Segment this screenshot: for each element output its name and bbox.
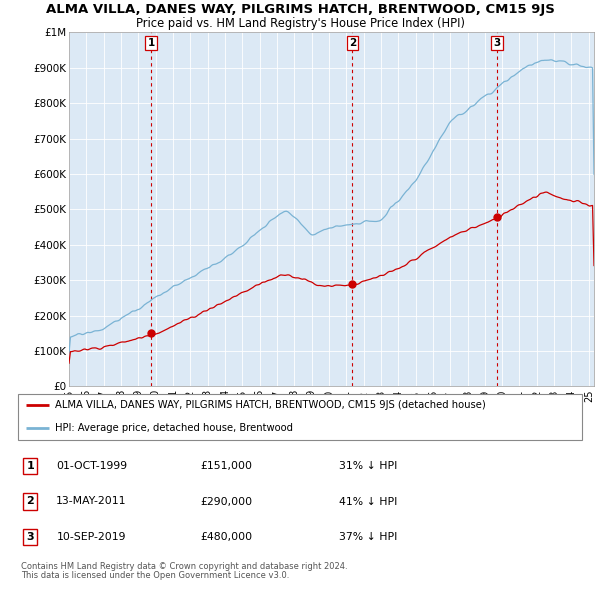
Text: HPI: Average price, detached house, Brentwood: HPI: Average price, detached house, Bren… — [55, 423, 293, 433]
Text: 2: 2 — [349, 38, 356, 48]
Text: 13-MAY-2011: 13-MAY-2011 — [56, 497, 127, 506]
Text: 1: 1 — [26, 461, 34, 471]
Text: 2: 2 — [26, 497, 34, 506]
FancyBboxPatch shape — [18, 394, 582, 440]
Text: Price paid vs. HM Land Registry's House Price Index (HPI): Price paid vs. HM Land Registry's House … — [136, 17, 464, 30]
Text: 37% ↓ HPI: 37% ↓ HPI — [340, 532, 398, 542]
Text: 41% ↓ HPI: 41% ↓ HPI — [340, 497, 398, 506]
Text: £480,000: £480,000 — [200, 532, 253, 542]
Text: 3: 3 — [26, 532, 34, 542]
Text: This data is licensed under the Open Government Licence v3.0.: This data is licensed under the Open Gov… — [21, 571, 289, 579]
Text: 3: 3 — [493, 38, 500, 48]
Text: ALMA VILLA, DANES WAY, PILGRIMS HATCH, BRENTWOOD, CM15 9JS (detached house): ALMA VILLA, DANES WAY, PILGRIMS HATCH, B… — [55, 400, 485, 410]
Text: Contains HM Land Registry data © Crown copyright and database right 2024.: Contains HM Land Registry data © Crown c… — [21, 562, 347, 571]
Text: 10-SEP-2019: 10-SEP-2019 — [56, 532, 126, 542]
Text: 01-OCT-1999: 01-OCT-1999 — [56, 461, 127, 471]
Text: 1: 1 — [148, 38, 155, 48]
Text: 31% ↓ HPI: 31% ↓ HPI — [340, 461, 398, 471]
Text: £151,000: £151,000 — [200, 461, 253, 471]
Text: ALMA VILLA, DANES WAY, PILGRIMS HATCH, BRENTWOOD, CM15 9JS: ALMA VILLA, DANES WAY, PILGRIMS HATCH, B… — [46, 3, 554, 16]
Text: £290,000: £290,000 — [200, 497, 253, 506]
